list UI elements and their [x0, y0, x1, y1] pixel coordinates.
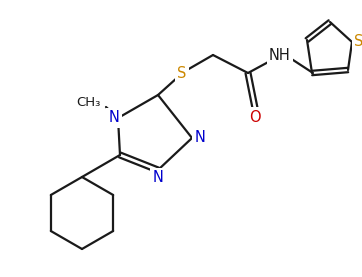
- Text: N: N: [109, 111, 119, 125]
- Text: S: S: [177, 65, 187, 81]
- Text: S: S: [354, 35, 362, 50]
- Text: N: N: [152, 171, 163, 186]
- Text: N: N: [194, 130, 206, 145]
- Text: NH: NH: [269, 47, 291, 63]
- Text: O: O: [249, 109, 261, 124]
- Text: CH₃: CH₃: [76, 96, 100, 109]
